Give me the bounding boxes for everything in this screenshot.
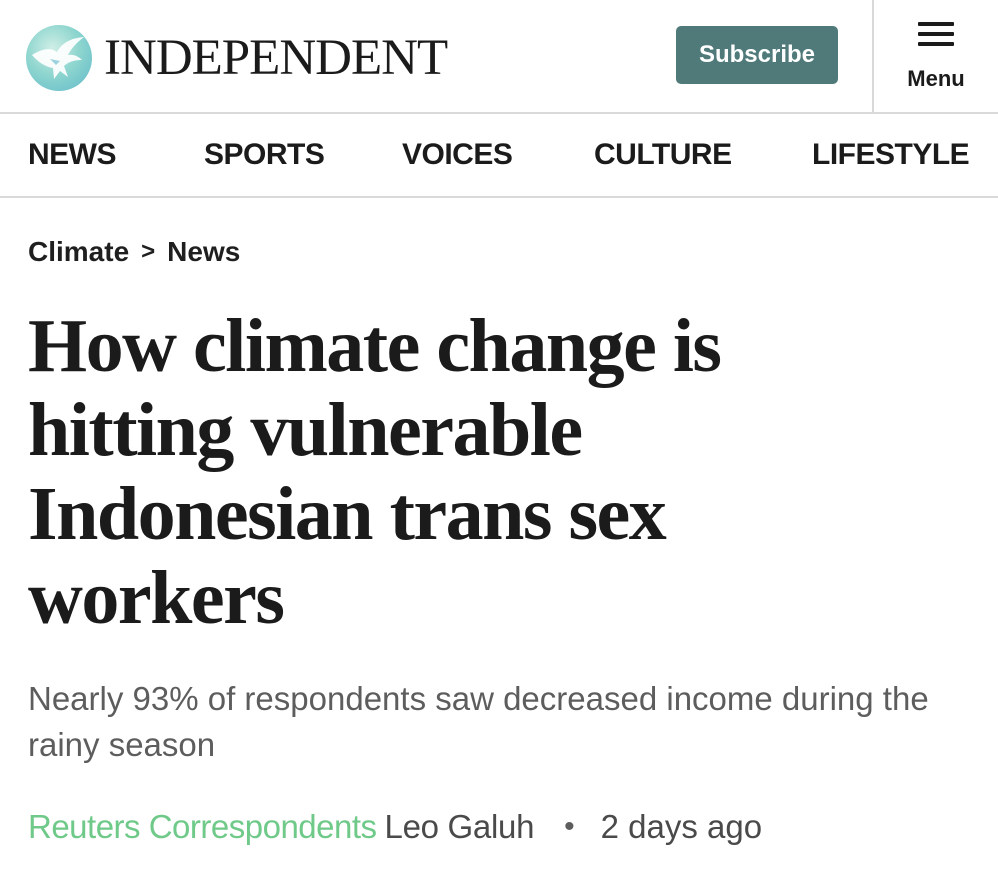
article-headline: How climate change is hitting vulnerable… bbox=[28, 304, 722, 640]
menu-label: Menu bbox=[907, 66, 965, 91]
breadcrumb-news[interactable]: News bbox=[167, 236, 241, 267]
publish-time: 2 days ago bbox=[600, 808, 763, 845]
breadcrumb-climate[interactable]: Climate bbox=[28, 236, 130, 267]
nav-item-culture[interactable]: CULTURE bbox=[594, 138, 732, 171]
article-standfirst: Nearly 93% of respondents saw decreased … bbox=[28, 680, 929, 763]
masthead: INDEPENDENT Subscribe Menu bbox=[0, 0, 998, 114]
byline-separator: • bbox=[564, 810, 575, 843]
nav-item-voices[interactable]: VOICES bbox=[402, 138, 513, 171]
article-byline: Reuters Correspondents Leo Galuh • 2 day… bbox=[28, 808, 762, 846]
hamburger-menu-icon bbox=[918, 22, 954, 48]
breadcrumb: Climate > News bbox=[28, 236, 240, 268]
section-nav: NEWS SPORTS VOICES CULTURE LIFESTYLE bbox=[0, 114, 998, 198]
breadcrumb-separator: > bbox=[141, 238, 156, 265]
agency-link[interactable]: Reuters Correspondents bbox=[28, 808, 377, 845]
site-logo-text: INDEPENDENT bbox=[104, 30, 448, 86]
nav-item-news[interactable]: NEWS bbox=[28, 138, 117, 171]
subscribe-button[interactable]: Subscribe bbox=[676, 26, 838, 84]
nav-item-sports[interactable]: SPORTS bbox=[204, 138, 325, 171]
menu-button[interactable]: Menu bbox=[874, 0, 998, 112]
site-logo[interactable]: INDEPENDENT bbox=[26, 24, 448, 92]
author-name: Leo Galuh bbox=[384, 808, 535, 845]
nav-item-lifestyle[interactable]: LIFESTYLE bbox=[812, 138, 970, 171]
header-divider bbox=[872, 0, 874, 114]
eagle-logo-icon bbox=[26, 25, 92, 91]
